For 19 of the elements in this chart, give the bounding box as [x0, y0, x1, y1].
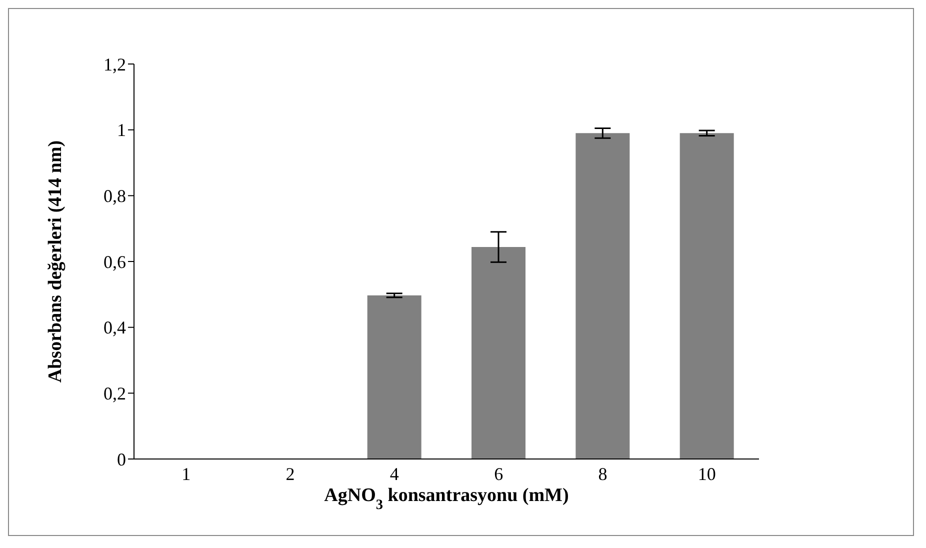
x-tick-label: 4 — [390, 464, 399, 484]
y-tick-label: 1,2 — [104, 54, 126, 74]
bar — [576, 133, 630, 459]
y-tick-label: 0,8 — [104, 186, 126, 206]
bar — [680, 133, 734, 459]
x-tick-label: 1 — [182, 464, 191, 484]
x-tick-label: 6 — [494, 464, 504, 484]
y-tick-label: 0,2 — [104, 384, 126, 404]
bar — [472, 247, 526, 459]
y-tick-label: 1 — [117, 120, 126, 140]
y-tick-label: 0 — [117, 449, 126, 470]
x-tick-label: 10 — [698, 464, 716, 484]
y-tick-label: 0,6 — [104, 252, 126, 272]
bar — [367, 295, 422, 459]
y-tick-label: 0,4 — [104, 318, 126, 338]
y-axis-title: Absorbans değerleri (414 nm) — [45, 140, 66, 383]
x-tick-label: 8 — [598, 464, 608, 484]
x-axis-title: AgNO$_{3}$ konsantrasyonu (mM) — [324, 485, 569, 513]
x-tick-label: 2 — [286, 464, 295, 484]
